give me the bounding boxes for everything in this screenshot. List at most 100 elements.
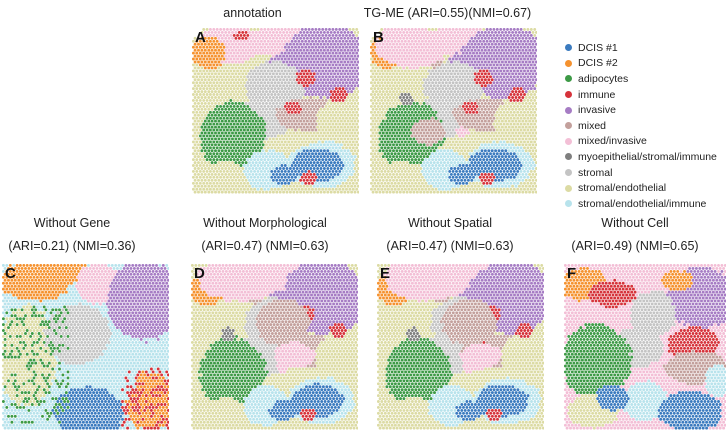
spot	[376, 63, 380, 67]
spot	[512, 122, 516, 126]
spot	[529, 110, 533, 114]
spot	[345, 169, 348, 173]
spot	[295, 137, 299, 141]
spot	[239, 116, 243, 120]
spot	[198, 122, 202, 126]
spot	[248, 113, 251, 117]
spot	[229, 39, 233, 43]
spot	[412, 155, 416, 159]
spot	[251, 30, 255, 34]
spot	[285, 107, 289, 111]
spot	[434, 39, 438, 43]
spot	[348, 57, 352, 61]
spot	[288, 137, 292, 141]
spot	[463, 66, 467, 70]
spot	[427, 110, 431, 114]
spot	[448, 104, 452, 108]
spot	[475, 39, 479, 43]
spot	[383, 28, 387, 31]
spot	[460, 137, 464, 141]
spot	[304, 39, 308, 43]
spot	[395, 161, 399, 165]
spot	[227, 96, 231, 99]
spot	[254, 30, 258, 34]
spot	[197, 42, 200, 46]
spot	[333, 155, 337, 159]
spot	[241, 190, 245, 194]
spot	[458, 81, 462, 85]
spot	[227, 131, 231, 135]
spot	[376, 158, 380, 162]
spot	[441, 116, 445, 120]
spot	[317, 110, 321, 114]
spot	[449, 137, 453, 141]
spot	[307, 98, 311, 102]
spot	[322, 119, 326, 123]
spot	[334, 69, 338, 73]
spot	[241, 119, 245, 123]
spot	[470, 78, 474, 82]
spot	[277, 28, 280, 31]
spot	[299, 125, 303, 129]
spot	[398, 36, 402, 40]
spot	[495, 39, 499, 43]
spot	[415, 107, 419, 111]
spot	[224, 42, 228, 46]
spot	[388, 107, 392, 111]
spot	[292, 178, 296, 182]
spot	[253, 187, 257, 191]
spot	[277, 33, 280, 37]
spot	[376, 98, 380, 102]
spot	[402, 155, 406, 159]
spot	[412, 72, 416, 76]
spot	[420, 152, 424, 156]
spot	[526, 87, 530, 91]
spot	[302, 131, 306, 135]
spot	[256, 140, 260, 144]
spot	[341, 87, 345, 91]
spot	[241, 36, 245, 40]
spot	[468, 57, 472, 61]
spot	[371, 42, 375, 46]
spot	[424, 75, 428, 79]
spot	[351, 116, 355, 120]
spot	[492, 116, 496, 120]
spot	[392, 149, 395, 153]
spot	[434, 75, 438, 79]
spot	[193, 90, 197, 94]
spot	[254, 42, 258, 46]
spot	[200, 42, 204, 46]
spot	[231, 30, 234, 34]
spot	[253, 51, 257, 55]
spot	[336, 119, 340, 123]
spot	[478, 146, 482, 150]
spot	[431, 75, 435, 79]
spot	[400, 104, 404, 108]
spot	[502, 134, 506, 138]
spot	[485, 146, 489, 150]
spot	[460, 48, 464, 52]
spot	[280, 128, 284, 132]
spot	[244, 155, 248, 159]
spot	[460, 36, 464, 40]
spot	[261, 113, 265, 117]
spot	[380, 104, 384, 108]
spot	[444, 93, 448, 96]
spot	[353, 131, 357, 135]
spot	[432, 36, 436, 40]
spot	[378, 60, 382, 64]
spot	[275, 48, 279, 52]
spot	[249, 164, 253, 167]
spot	[397, 87, 401, 91]
spot	[282, 137, 286, 141]
spot	[288, 155, 292, 159]
spot	[448, 39, 452, 43]
spot	[383, 110, 387, 114]
spot	[326, 54, 330, 58]
spot	[351, 45, 355, 49]
spot	[466, 161, 470, 165]
spot	[304, 104, 308, 108]
spot	[348, 116, 352, 120]
spot	[355, 122, 359, 126]
spot	[241, 107, 245, 111]
